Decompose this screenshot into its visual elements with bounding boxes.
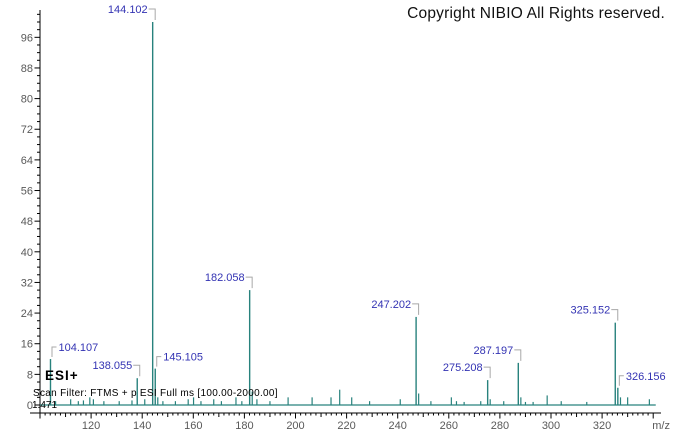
x-axis-tick-label: 160 [184, 420, 202, 432]
peak-label: 325.152 [570, 305, 610, 317]
x-axis-tick-label: 280 [491, 420, 509, 432]
y-axis-tick-label: 40 [21, 247, 33, 259]
x-axis-tick-label: 240 [389, 420, 407, 432]
peak-label: 326.156 [626, 371, 666, 383]
x-axis-tick-label: 140 [133, 420, 151, 432]
y-axis-tick-label: 80 [21, 94, 33, 106]
x-axis-tick-label: 120 [82, 420, 100, 432]
peak-label-leader [611, 309, 619, 321]
y-axis-tick-label: 64 [21, 155, 33, 167]
y-axis-tick-label: 0 [27, 400, 33, 412]
copyright-text: Copyright NIBIO All Rights reserved. [407, 5, 665, 22]
peak-label-leader [148, 8, 156, 20]
y-axis-tick-label: 48 [21, 216, 33, 228]
peak-label: 138.055 [92, 360, 132, 372]
x-axis-tick-label: 220 [337, 420, 355, 432]
ionization-mode-label: ESI+ [45, 368, 79, 383]
y-axis-tick-label: 16 [21, 339, 33, 351]
y-axis-tick-label: 24 [21, 308, 33, 320]
peak-label: 247.202 [371, 299, 411, 311]
peak-label-leader [133, 364, 141, 377]
x-axis-tick-label: 260 [440, 420, 458, 432]
y-axis-tick-label: 8 [27, 369, 33, 381]
peak-label: 144.102 [108, 4, 148, 16]
y-axis-tick-label: 56 [21, 186, 33, 198]
peak-label: 145.105 [163, 352, 203, 364]
x-axis-unit-label: m/z [652, 420, 670, 432]
y-axis-tick-label: 88 [21, 63, 33, 75]
x-axis-tick-label: 300 [542, 420, 560, 432]
peak-label: 104.107 [58, 342, 98, 354]
peak-label-leader [51, 346, 57, 358]
peak-label-leader [514, 349, 522, 361]
peak-label: 287.197 [474, 345, 514, 357]
y-axis-tick-label: 96 [21, 32, 33, 44]
peak-label-leader [156, 356, 162, 367]
retention-time-text: 1.471 [32, 400, 58, 411]
y-axis-tick-label: 32 [21, 277, 33, 289]
peak-label: 182.058 [205, 272, 245, 284]
peak-label-leader [245, 276, 253, 289]
peak-label-leader [618, 375, 624, 386]
peak-label-leader [412, 303, 420, 315]
x-axis-tick-label: 180 [235, 420, 253, 432]
x-axis-tick-label: 200 [286, 420, 304, 432]
scan-filter-text: Scan Filter: FTMS + p ESI Full ms [100.0… [33, 388, 278, 399]
peak-label: 275.208 [443, 362, 483, 374]
y-axis-tick-label: 72 [21, 124, 33, 136]
x-axis-tick-label: 320 [593, 420, 611, 432]
peak-label-leader [483, 366, 491, 379]
